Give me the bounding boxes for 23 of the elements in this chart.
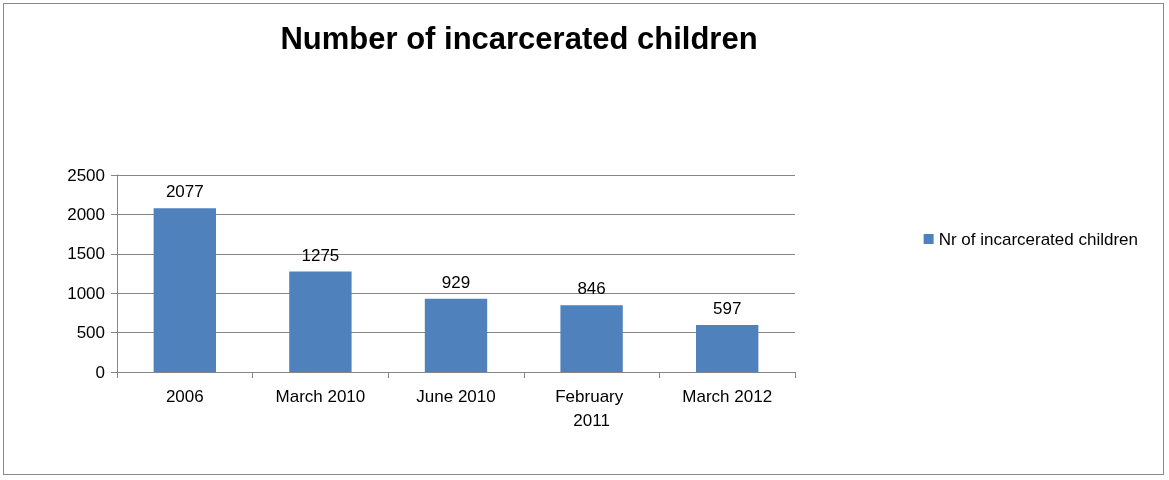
bar [560, 305, 623, 372]
x-tick-label: March 2012 [682, 386, 773, 406]
y-tick-label: 1500 [67, 244, 105, 264]
data-label: 2077 [165, 182, 204, 202]
data-label: 846 [577, 279, 606, 299]
data-label: 929 [441, 272, 471, 292]
y-tick-label: 2000 [67, 204, 105, 224]
y-tick-label: 2500 [67, 165, 105, 185]
x-tick-label: June 2010 [416, 386, 496, 406]
bar [696, 324, 759, 372]
x-tick-label: 2006 [165, 386, 204, 406]
legend-label: Nr of incarcerated children [938, 229, 1139, 249]
x-tick-label: March 2010 [275, 386, 366, 406]
bar [153, 208, 216, 372]
chart-title: Number of incarcerated children [280, 21, 758, 56]
data-label: 1275 [301, 245, 340, 265]
y-tick-label: 500 [76, 323, 105, 343]
y-tick-label: 1000 [67, 283, 105, 303]
bar [424, 298, 488, 372]
bar [289, 271, 352, 372]
y-tick-label: 0 [95, 362, 105, 382]
data-label: 597 [713, 298, 742, 318]
x-tick-label: February 2011 [555, 386, 628, 430]
